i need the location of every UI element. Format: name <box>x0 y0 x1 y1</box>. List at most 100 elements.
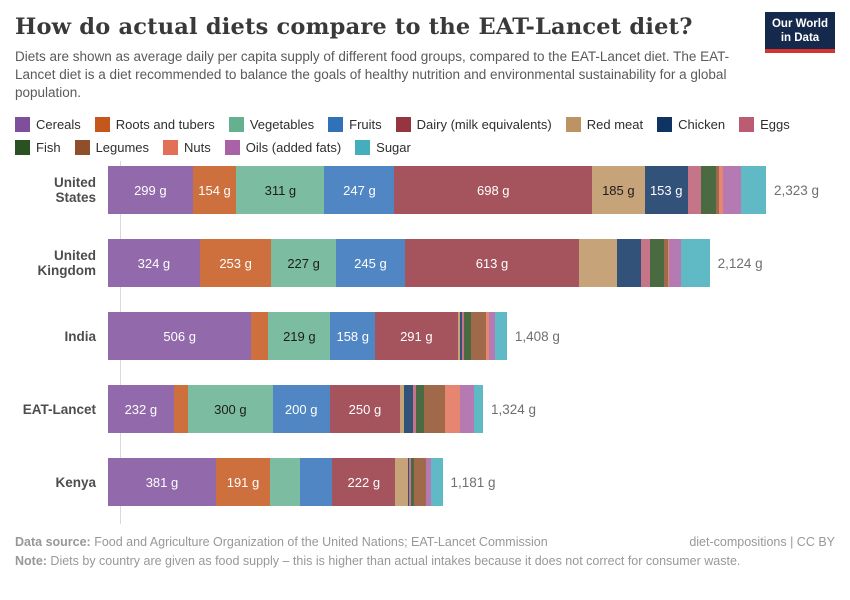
bar-segment-fruits[interactable]: 200 g <box>272 385 330 433</box>
bar-segment-eggs[interactable] <box>640 239 651 287</box>
stacked-bar-eat-lancet: 232 g 300 g 200 g 250 g <box>108 385 484 433</box>
segment-value-label: 506 g <box>163 328 196 344</box>
bar-segment-cereals[interactable]: 232 g <box>108 385 174 433</box>
legend-label: Fish <box>36 140 61 155</box>
bar-segment-oils-added-fats[interactable] <box>669 239 682 287</box>
legend-swatch-vegetables <box>228 117 244 132</box>
bar-segment-nuts[interactable] <box>719 166 724 214</box>
legend-item-fish: Fish <box>15 136 61 159</box>
bar-segment-fruits[interactable]: 247 g <box>324 166 395 214</box>
bar-segment-oils-added-fats[interactable] <box>459 385 475 433</box>
bar-segment-nuts[interactable] <box>486 312 489 360</box>
legend-label: Legumes <box>95 140 150 155</box>
bar-segment-fish[interactable] <box>464 312 471 360</box>
bar-segment-red-meat[interactable]: 185 g <box>592 166 645 214</box>
chart-rows: United States 299 g 154 g 311 g 247 g 698 g 18… <box>15 166 835 506</box>
bar-segment-vegetables[interactable]: 311 g <box>236 166 325 214</box>
bar-segment-oils-added-fats[interactable] <box>426 458 432 506</box>
bar-segment-sugar[interactable] <box>431 458 443 506</box>
bar-segment-roots-and-tubers[interactable]: 191 g <box>215 458 271 506</box>
bar-segment-fruits[interactable]: 158 g <box>330 312 376 360</box>
bar-segment-fruits[interactable] <box>299 458 333 506</box>
bar-segment-oils-added-fats[interactable] <box>488 312 495 360</box>
legend-swatch-nuts <box>163 140 179 155</box>
bar-segment-legumes[interactable] <box>470 312 487 360</box>
bar-segment-sugar[interactable] <box>741 166 767 214</box>
stacked-bar-united-states: 299 g 154 g 311 g 247 g 698 g 185 g 153 g <box>108 166 767 214</box>
bar-segment-nuts[interactable] <box>425 458 427 506</box>
bar-segment-red-meat[interactable] <box>457 312 461 360</box>
bar-segment-vegetables[interactable] <box>270 458 300 506</box>
segment-value-label: 247 g <box>343 182 376 198</box>
bar-segment-red-meat[interactable] <box>400 385 405 433</box>
country-label: Kenya <box>55 474 96 490</box>
legend-item-fruits: Fruits <box>328 113 382 136</box>
bar-segment-chicken[interactable] <box>460 312 462 360</box>
bar-segment-dairy-milk-equivalents[interactable]: 698 g <box>394 166 593 214</box>
bar-segment-cereals[interactable]: 506 g <box>108 312 252 360</box>
segment-value-label: 299 g <box>134 182 167 198</box>
chart-page: How do actual diets compare to the EAT-L… <box>15 12 835 524</box>
owid-logo[interactable]: Our World in Data <box>765 12 835 53</box>
chart-subtitle: Diets are shown as average daily per cap… <box>15 49 730 100</box>
bar-segment-fish[interactable] <box>700 166 716 214</box>
bar-segment-red-meat[interactable] <box>395 458 408 506</box>
bar-segment-eggs[interactable] <box>409 458 411 506</box>
bar-segment-roots-and-tubers[interactable] <box>173 385 188 433</box>
legend-swatch-fruits <box>328 117 344 132</box>
bar-segment-fish[interactable] <box>410 458 415 506</box>
legend-label: Vegetables <box>249 117 315 132</box>
bar-segment-nuts[interactable] <box>667 239 670 287</box>
bar-total-label: 1,181 g <box>450 474 496 490</box>
bar-segment-sugar[interactable] <box>494 312 507 360</box>
legend-swatch-oils-added-fats <box>224 140 240 155</box>
bar-segment-cereals[interactable]: 324 g <box>108 239 200 287</box>
segment-value-label: 158 g <box>336 328 370 344</box>
segment-value-label: 200 g <box>284 401 318 417</box>
bar-segment-vegetables[interactable]: 227 g <box>271 239 336 287</box>
bar-segment-sugar[interactable] <box>681 239 710 287</box>
bar-segment-dairy-milk-equivalents[interactable]: 222 g <box>332 458 396 506</box>
legend-item-red-meat: Red meat <box>565 113 643 136</box>
footer: Data source: Food and Agriculture Organi… <box>0 535 850 568</box>
legend-swatch-roots-and-tubers <box>94 117 110 132</box>
bar-segment-vegetables[interactable]: 300 g <box>187 385 273 433</box>
bar-segment-vegetables[interactable]: 219 g <box>268 312 331 360</box>
legend-item-roots-and-tubers: Roots and tubers <box>94 113 215 136</box>
stacked-bar-kenya: 381 g 191 g 222 g <box>108 458 443 506</box>
bar-segment-chicken[interactable] <box>408 458 410 506</box>
bar-segment-eggs[interactable] <box>687 166 701 214</box>
bar-segment-cereals[interactable]: 299 g <box>108 166 193 214</box>
bar-segment-oils-added-fats[interactable] <box>723 166 742 214</box>
bar-segment-roots-and-tubers[interactable] <box>251 312 269 360</box>
bar-segment-fish[interactable] <box>416 385 425 433</box>
attribution-link[interactable]: diet-compositions | CC BY <box>689 535 835 549</box>
bar-segment-chicken[interactable] <box>404 385 413 433</box>
legend-item-vegetables: Vegetables <box>228 113 315 136</box>
bar-segment-legumes[interactable] <box>424 385 446 433</box>
bar-segment-dairy-milk-equivalents[interactable]: 291 g <box>375 312 458 360</box>
bar-segment-legumes[interactable] <box>664 239 668 287</box>
legend-swatch-red-meat <box>565 117 581 132</box>
bar-segment-dairy-milk-equivalents[interactable]: 613 g <box>405 239 579 287</box>
bar-segment-roots-and-tubers[interactable]: 154 g <box>192 166 237 214</box>
bar-segment-legumes[interactable] <box>715 166 720 214</box>
bar-segment-cereals[interactable]: 381 g <box>108 458 216 506</box>
bar-segment-red-meat[interactable] <box>578 239 618 287</box>
legend-swatch-legumes <box>74 140 90 155</box>
data-source-text: Food and Agriculture Organization of the… <box>90 535 548 549</box>
bar-segment-roots-and-tubers[interactable]: 253 g <box>199 239 272 287</box>
bar-segment-chicken[interactable] <box>617 239 641 287</box>
legend-swatch-eggs <box>739 117 755 132</box>
bar-segment-eggs[interactable] <box>412 385 417 433</box>
bar-segment-eggs[interactable] <box>461 312 465 360</box>
bar-segment-chicken[interactable]: 153 g <box>644 166 688 214</box>
legend: Cereals Roots and tubers Vegetables Fruits D… <box>15 113 835 159</box>
segment-value-label: 232 g <box>124 401 158 417</box>
bar-segment-legumes[interactable] <box>414 458 426 506</box>
bar-segment-nuts[interactable] <box>445 385 460 433</box>
bar-segment-fruits[interactable]: 245 g <box>335 239 406 287</box>
bar-segment-fish[interactable] <box>650 239 665 287</box>
bar-segment-dairy-milk-equivalents[interactable]: 250 g <box>329 385 401 433</box>
bar-segment-sugar[interactable] <box>474 385 484 433</box>
